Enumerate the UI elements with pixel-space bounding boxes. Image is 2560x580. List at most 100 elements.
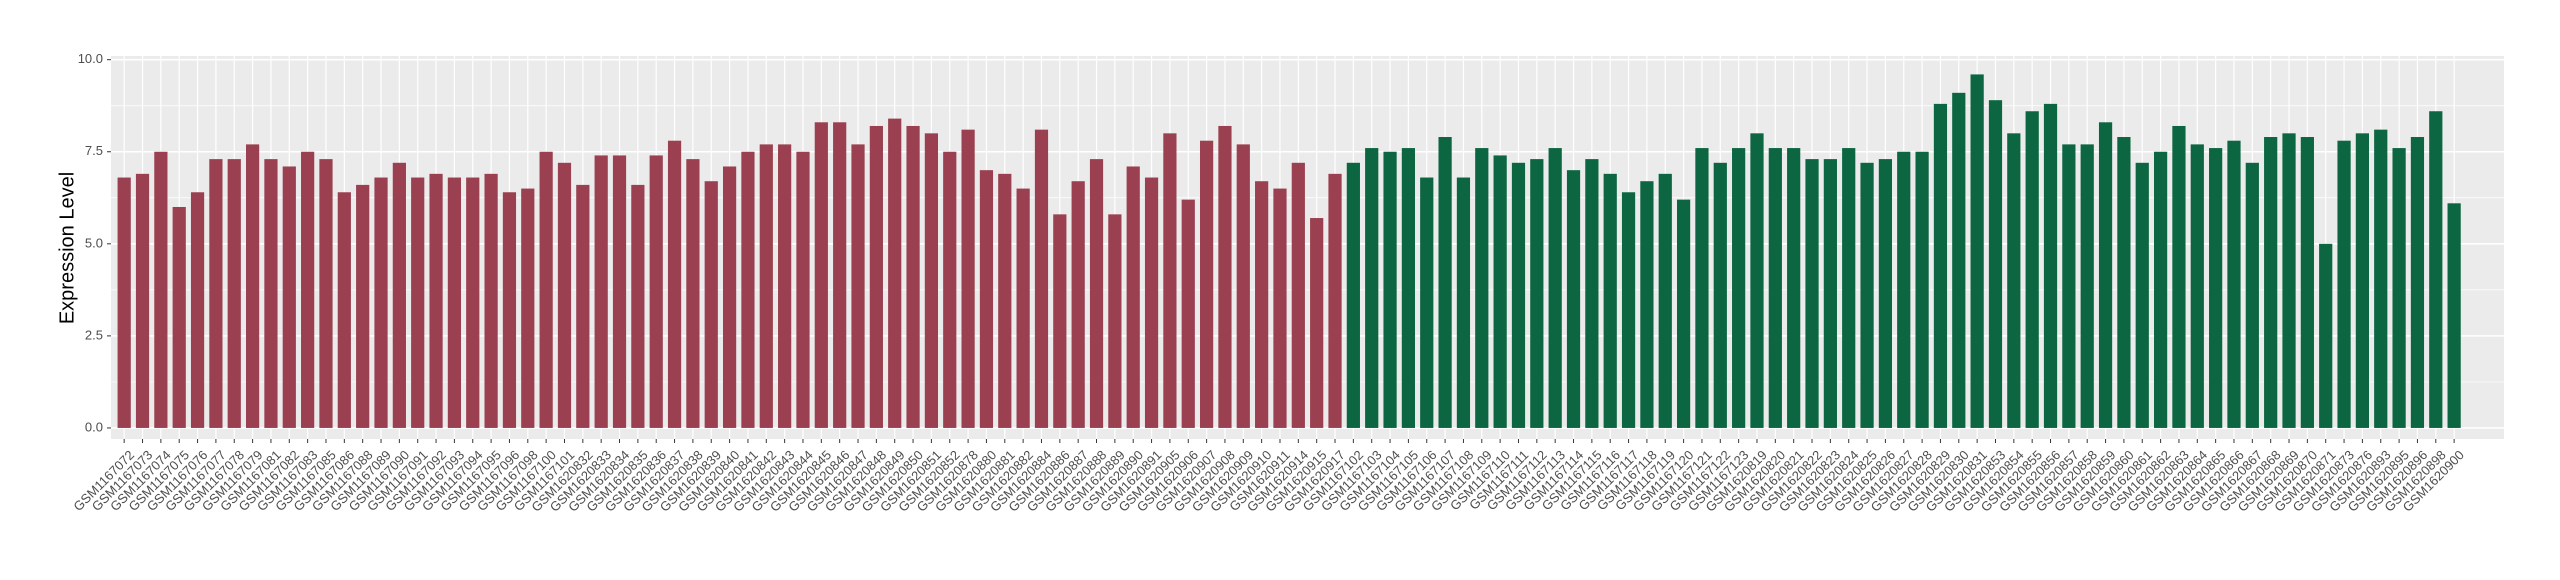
bar — [1530, 159, 1544, 428]
bar — [1493, 155, 1507, 428]
bar — [961, 129, 975, 428]
bar — [686, 159, 700, 428]
bar — [1768, 148, 1782, 428]
y-tick-label: 2.5 — [85, 327, 103, 342]
bar — [1750, 133, 1764, 428]
bar — [2172, 125, 2186, 428]
bar — [1640, 181, 1654, 428]
bar — [2062, 144, 2076, 428]
bar — [484, 173, 498, 428]
bar — [447, 177, 462, 428]
bar — [172, 206, 186, 428]
bar — [1842, 148, 1856, 428]
bar — [1108, 214, 1122, 428]
bar — [1566, 170, 1581, 428]
bar — [1291, 162, 1305, 428]
bar — [135, 173, 150, 428]
bar — [869, 125, 883, 428]
bar — [1181, 199, 1195, 428]
bar — [1658, 173, 1672, 428]
bar — [2355, 133, 2370, 428]
bar — [2043, 103, 2058, 428]
bar — [1897, 151, 1911, 428]
bar — [1860, 162, 1874, 428]
bar — [190, 192, 205, 428]
bar — [1732, 148, 1746, 428]
bar — [1365, 148, 1379, 428]
bar — [356, 184, 370, 428]
bar — [1988, 100, 2003, 428]
bar — [998, 173, 1012, 428]
bar — [594, 155, 608, 428]
bar — [1823, 159, 1837, 428]
bar — [1970, 74, 1984, 428]
bar — [209, 159, 223, 428]
bar — [631, 184, 645, 428]
bar — [2447, 203, 2461, 428]
bar — [337, 192, 351, 428]
y-axis-title: Expression Level — [56, 172, 78, 324]
bar — [2117, 137, 2131, 428]
bar — [1383, 151, 1397, 428]
bar — [117, 177, 131, 428]
bar — [906, 125, 920, 428]
bar — [2245, 162, 2259, 428]
y-tick-label: 10.0 — [78, 51, 103, 66]
bar — [2429, 111, 2443, 428]
bar — [2300, 137, 2314, 428]
bar — [576, 184, 590, 428]
bar — [759, 144, 773, 428]
bar — [557, 162, 572, 428]
bar — [392, 162, 406, 428]
bar — [1438, 137, 1452, 428]
y-tick-label: 0.0 — [85, 419, 103, 434]
bar — [245, 144, 260, 428]
bar — [1713, 162, 1727, 428]
bar — [1144, 177, 1159, 428]
bar — [1603, 173, 1617, 428]
bar — [1787, 148, 1801, 428]
bar — [1034, 129, 1049, 428]
bar — [2135, 162, 2149, 428]
bar — [704, 181, 718, 428]
bar — [319, 159, 333, 428]
bar — [814, 122, 828, 428]
bar — [1053, 214, 1067, 428]
bar — [1805, 159, 1819, 428]
bar — [1273, 188, 1287, 428]
bar — [2025, 111, 2039, 428]
bar — [1255, 181, 1269, 428]
bar — [301, 151, 315, 428]
bar — [1016, 188, 1030, 428]
bar — [1163, 133, 1177, 428]
bar — [429, 173, 443, 428]
bar — [722, 166, 737, 428]
bar — [612, 155, 627, 428]
bar — [1695, 148, 1709, 428]
bar — [2374, 129, 2388, 428]
bar — [1585, 159, 1599, 428]
bar — [2080, 144, 2094, 428]
bar — [2282, 133, 2296, 428]
bar — [2227, 140, 2241, 428]
bar — [1310, 218, 1324, 428]
y-tick-label: 5.0 — [85, 235, 103, 250]
bar — [2319, 243, 2333, 428]
bar — [796, 151, 810, 428]
bar — [2209, 148, 2223, 428]
bar — [502, 192, 517, 428]
bar — [154, 151, 168, 428]
bar — [1346, 162, 1360, 428]
bar — [924, 133, 939, 428]
bar — [1915, 151, 1929, 428]
bar — [2098, 122, 2113, 428]
bar — [1401, 148, 1416, 428]
bar — [649, 155, 663, 428]
bar — [282, 166, 296, 428]
bar — [2392, 148, 2406, 428]
bar — [1511, 162, 1526, 428]
bar — [1236, 144, 1250, 428]
bar — [2264, 137, 2278, 428]
